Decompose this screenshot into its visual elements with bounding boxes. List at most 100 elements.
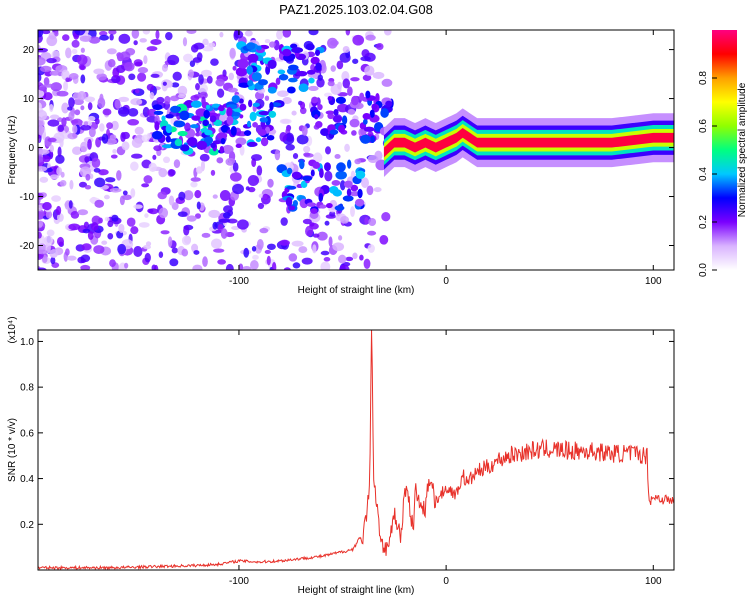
heat-blob (364, 216, 369, 225)
heat-blob (38, 220, 44, 228)
heat-blob (381, 212, 391, 222)
heat-blob (57, 213, 64, 222)
heat-blob (222, 212, 231, 219)
heat-blob (144, 213, 149, 218)
heat-blob (38, 166, 48, 172)
heat-blob (130, 98, 143, 106)
heat-blob (337, 81, 343, 90)
heat-blob (133, 246, 143, 257)
heat-blob (80, 47, 85, 53)
heat-blob (63, 80, 69, 92)
heat-blob (282, 96, 292, 105)
heat-blob (78, 181, 88, 188)
heat-cluster-blob (255, 137, 262, 143)
heat-cluster-blob (291, 47, 304, 54)
heat-cluster-blob (267, 86, 277, 94)
heat-blob (361, 49, 370, 58)
heat-blob (102, 108, 112, 116)
heat-blob (79, 64, 86, 70)
heat-cluster-blob (190, 124, 199, 129)
heat-blob (186, 30, 197, 34)
heat-blob (215, 78, 225, 87)
heat-cluster-blob (218, 105, 225, 112)
heat-blob (198, 74, 204, 85)
heat-blob (342, 46, 350, 53)
heat-blob (70, 119, 79, 124)
heat-blob (162, 156, 171, 164)
heat-blob (316, 231, 328, 241)
heat-blob (60, 171, 65, 178)
heat-blob (219, 31, 224, 38)
heat-blob (40, 65, 52, 73)
heat-blob (373, 187, 382, 193)
heat-blob (192, 57, 203, 63)
heat-blob (121, 141, 130, 151)
heat-cluster-blob (300, 180, 308, 189)
heat-blob (56, 167, 63, 176)
heat-cluster-blob (247, 141, 258, 147)
heat-cluster-blob (371, 103, 378, 110)
heat-blob (332, 242, 345, 252)
heat-blob (212, 221, 218, 230)
heat-blob (49, 144, 54, 153)
heat-blob (217, 259, 226, 265)
heat-blob (342, 78, 351, 89)
heat-blob (320, 261, 331, 270)
heat-blob (105, 177, 116, 183)
heat-blob (210, 169, 216, 176)
heat-cluster-blob (174, 138, 183, 147)
heat-blob (264, 38, 271, 44)
heat-blob (169, 258, 179, 267)
snr-panel: -100 0 100 0.2 0.4 0.6 0.8 1.0 Height of strai… (7, 316, 675, 596)
heat-cluster-blob (165, 114, 174, 119)
heat-blob (47, 137, 57, 143)
heat-blob (138, 222, 150, 228)
heat-blob (338, 235, 343, 241)
heat-blob (171, 82, 180, 88)
heat-cluster-blob (246, 65, 253, 75)
heat-blob (68, 223, 81, 231)
y-tick-label: 1.0 (20, 337, 34, 348)
heat-blob (339, 180, 346, 191)
heat-cluster-blob (308, 77, 315, 84)
heat-cluster-blob (325, 110, 335, 115)
heat-blob (65, 248, 70, 256)
heat-cluster-blob (232, 111, 241, 117)
heat-blob (153, 264, 159, 270)
heat-blob (336, 60, 344, 70)
heat-cluster-blob (257, 79, 268, 86)
heat-cluster-blob (161, 115, 166, 122)
heat-blob (46, 229, 55, 237)
heat-blob (101, 133, 109, 144)
heat-blob (49, 70, 61, 76)
heat-blob (59, 179, 67, 187)
heat-blob (98, 169, 109, 176)
heat-blob (190, 44, 199, 53)
heat-blob (350, 206, 355, 218)
heat-blob (282, 30, 292, 38)
heat-blob (300, 101, 306, 110)
heat-blob (197, 83, 209, 94)
heat-blob (109, 259, 116, 268)
heat-blob (262, 193, 269, 201)
heat-blob (258, 193, 264, 198)
heat-blob (89, 173, 94, 180)
heat-cluster-blob (319, 168, 324, 179)
heat-cluster-blob (311, 96, 319, 104)
heat-cluster-blob (325, 202, 333, 209)
heat-blob (77, 209, 89, 216)
heat-blob (76, 54, 88, 66)
heat-blob (70, 210, 80, 219)
heat-cluster-blob (347, 108, 356, 115)
heat-cluster-blob (219, 145, 225, 154)
heat-cluster-blob (363, 126, 375, 132)
heat-blob (107, 220, 114, 228)
heat-blob (143, 244, 151, 250)
heat-blob (266, 255, 271, 266)
heat-blob (87, 115, 96, 122)
heat-cluster-blob (286, 167, 293, 175)
heat-blob (281, 119, 290, 124)
heat-blob (80, 105, 85, 111)
heat-blob (303, 152, 311, 157)
heat-blob (177, 94, 186, 99)
